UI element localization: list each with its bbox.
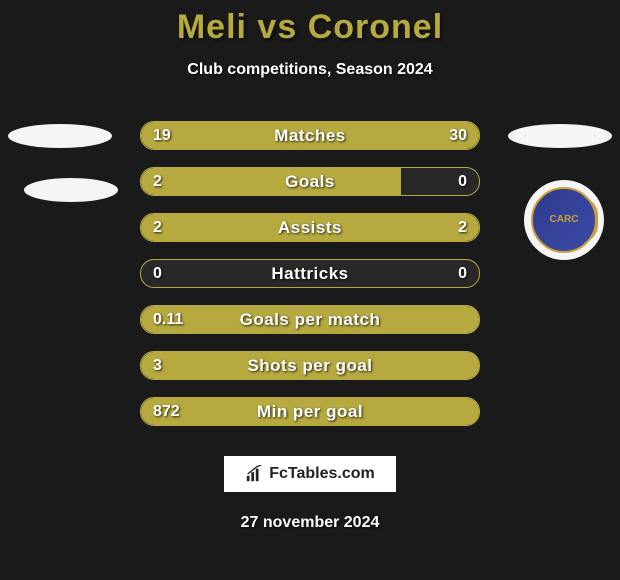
footer-brand-box: FcTables.com [224,456,396,492]
stat-row: 2Goals0 [140,167,480,196]
chart-icon [245,465,263,483]
stat-row: 19Matches30 [140,121,480,150]
stat-label: Goals per match [141,310,479,330]
stat-label: Matches [141,126,479,146]
page-title: Meli vs Coronel [0,0,620,47]
stat-bars: 19Matches302Goals02Assists20Hattricks00.… [140,121,480,426]
stat-value-right: 2 [458,219,467,237]
footer-brand-text: FcTables.com [269,465,375,483]
stat-label: Min per goal [141,402,479,422]
stat-value-right: 0 [458,265,467,283]
stat-row: 0Hattricks0 [140,259,480,288]
stat-label: Assists [141,218,479,238]
stat-label: Shots per goal [141,356,479,376]
stat-value-right: 30 [449,127,467,145]
stat-row: 872Min per goal [140,397,480,426]
stat-row: 0.11Goals per match [140,305,480,334]
stats-container: 19Matches302Goals02Assists20Hattricks00.… [0,121,620,426]
date-text: 27 november 2024 [0,514,620,532]
subtitle: Club competitions, Season 2024 [0,61,620,79]
stat-label: Goals [141,172,479,192]
stat-row: 2Assists2 [140,213,480,242]
stat-row: 3Shots per goal [140,351,480,380]
stat-label: Hattricks [141,264,479,284]
stat-value-right: 0 [458,173,467,191]
